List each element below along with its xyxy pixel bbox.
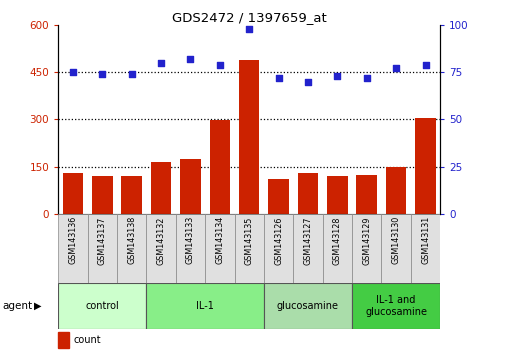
Point: [421, 62, 429, 67]
Text: GSM143136: GSM143136: [68, 216, 77, 264]
Bar: [150, 162, 171, 214]
Text: GSM143132: GSM143132: [156, 216, 165, 265]
Bar: [351, 214, 381, 283]
Point: [245, 26, 253, 32]
Point: [304, 79, 312, 84]
Bar: [58, 214, 87, 283]
Text: ▶: ▶: [34, 301, 42, 311]
Text: GSM143126: GSM143126: [274, 216, 282, 265]
Bar: [146, 283, 264, 329]
Text: glucosamine: glucosamine: [276, 301, 338, 311]
Bar: [146, 214, 175, 283]
Bar: [205, 214, 234, 283]
Bar: [264, 283, 351, 329]
Point: [69, 69, 77, 75]
Bar: [175, 214, 205, 283]
Title: GDS2472 / 1397659_at: GDS2472 / 1397659_at: [172, 11, 326, 24]
Bar: [209, 120, 230, 214]
Text: control: control: [85, 301, 119, 311]
Text: GSM143133: GSM143133: [185, 216, 194, 264]
Text: GSM143128: GSM143128: [332, 216, 341, 265]
Text: GSM143131: GSM143131: [420, 216, 429, 264]
Bar: [63, 173, 83, 214]
Text: agent: agent: [3, 301, 33, 311]
Bar: [58, 331, 69, 348]
Bar: [415, 118, 435, 214]
Bar: [92, 176, 112, 214]
Text: GSM143137: GSM143137: [97, 216, 107, 265]
Bar: [351, 283, 439, 329]
Point: [186, 56, 194, 62]
Text: IL-1: IL-1: [196, 301, 214, 311]
Bar: [381, 214, 410, 283]
Bar: [410, 214, 439, 283]
Text: GSM143134: GSM143134: [215, 216, 224, 264]
Point: [98, 71, 106, 77]
Bar: [58, 283, 146, 329]
Text: IL-1 and
glucosamine: IL-1 and glucosamine: [365, 295, 426, 317]
Bar: [293, 214, 322, 283]
Bar: [121, 176, 142, 214]
Point: [362, 75, 370, 81]
Bar: [356, 175, 376, 214]
Text: GSM143135: GSM143135: [244, 216, 253, 265]
Point: [333, 73, 341, 79]
Bar: [234, 214, 264, 283]
Text: GSM143129: GSM143129: [362, 216, 371, 265]
Text: GSM143130: GSM143130: [391, 216, 400, 264]
Bar: [238, 59, 259, 214]
Text: GSM143127: GSM143127: [303, 216, 312, 265]
Point: [391, 65, 399, 71]
Bar: [87, 214, 117, 283]
Bar: [268, 179, 288, 214]
Bar: [180, 159, 200, 214]
Bar: [264, 214, 293, 283]
Bar: [117, 214, 146, 283]
Point: [274, 75, 282, 81]
Bar: [385, 167, 406, 214]
Text: GSM143138: GSM143138: [127, 216, 136, 264]
Text: count: count: [73, 335, 101, 345]
Bar: [326, 176, 347, 214]
Point: [157, 60, 165, 65]
Point: [127, 71, 135, 77]
Bar: [322, 214, 351, 283]
Bar: [297, 172, 318, 214]
Point: [215, 62, 223, 67]
